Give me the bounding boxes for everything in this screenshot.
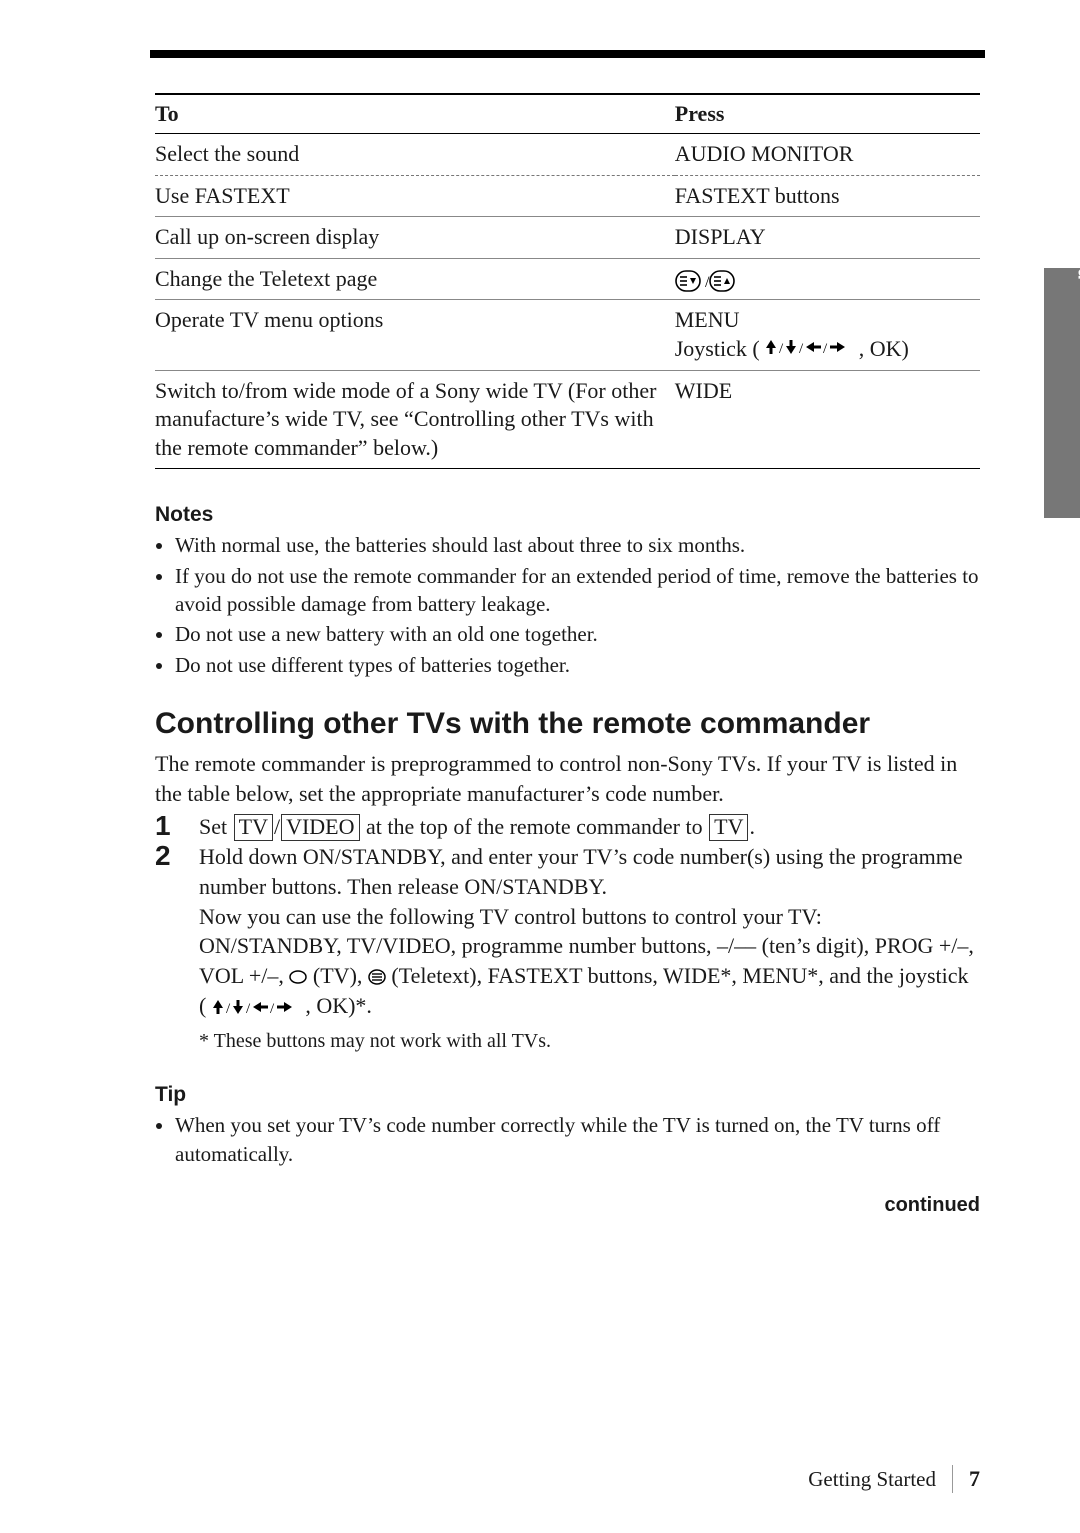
tip-block: Tip When you set your TV’s code number c…: [155, 1083, 980, 1168]
table-row: Call up on-screen display DISPLAY: [155, 217, 980, 259]
page-footer: Getting Started 7: [808, 1465, 980, 1493]
svg-text:/: /: [823, 341, 828, 356]
boxed-tv: TV: [709, 814, 748, 840]
side-tab-bg: [1044, 268, 1080, 518]
joystick-arrows-icon: / / /: [206, 993, 305, 1018]
section-heading: Controlling other TVs with the remote co…: [155, 707, 980, 741]
table-cell-to: Change the Teletext page: [155, 258, 675, 300]
svg-text:/: /: [270, 1001, 275, 1016]
table-row: Switch to/from wide mode of a Sony wide …: [155, 370, 980, 469]
step2-suffix: , OK)*.: [305, 993, 372, 1018]
step-body: Hold down ON/STANDBY, and enter your TV’…: [199, 842, 980, 1020]
step-number: 1: [155, 812, 199, 840]
list-item: If you do not use the remote commander f…: [175, 562, 980, 619]
table-cell-to: Operate TV menu options: [155, 300, 675, 370]
side-tab-label: Getting Started: [1072, 136, 1080, 280]
step-number: 2: [155, 842, 199, 870]
notes-heading: Notes: [155, 503, 980, 527]
section-intro: The remote commander is preprogrammed to…: [155, 749, 980, 808]
step1-mid1: /: [274, 814, 280, 839]
table-cell-press: /: [675, 258, 980, 300]
list-item: With normal use, the batteries should la…: [175, 531, 980, 559]
manual-page: To Press Select the sound AUDIO MONITOR …: [0, 0, 1080, 1533]
table-header-press: Press: [675, 94, 980, 134]
list-item: Do not use a new battery with an old one…: [175, 620, 980, 648]
table-cell-to: Select the sound: [155, 134, 675, 176]
svg-text:/: /: [799, 341, 804, 356]
footer-section: Getting Started: [808, 1467, 936, 1492]
svg-text:/: /: [226, 1001, 231, 1016]
function-table: To Press Select the sound AUDIO MONITOR …: [155, 93, 980, 469]
table-cell-press: WIDE: [675, 370, 980, 469]
boxed-tv: TV: [234, 814, 273, 840]
notes-list: With normal use, the batteries should la…: [155, 531, 980, 679]
step2-line1: Hold down ON/STANDBY, and enter your TV’…: [199, 844, 963, 899]
joystick-arrows-icon: / / /: [765, 336, 859, 361]
press-menu-label: MENU: [675, 307, 740, 332]
table-row: Change the Teletext page /: [155, 258, 980, 300]
table-cell-press: AUDIO MONITOR: [675, 134, 980, 176]
table-cell-press: FASTEXT buttons: [675, 175, 980, 217]
tip-heading: Tip: [155, 1083, 980, 1107]
step2-line2: Now you can use the following TV control…: [199, 904, 822, 929]
step1-mid2: at the top of the remote commander to: [361, 814, 709, 839]
table-row: Operate TV menu options MENU Joystick ( …: [155, 300, 980, 370]
table-cell-to: Use FASTEXT: [155, 175, 675, 217]
list-item: Do not use different types of batteries …: [175, 651, 980, 679]
continued-label: continued: [155, 1194, 980, 1217]
table-row: Use FASTEXT FASTEXT buttons: [155, 175, 980, 217]
svg-text:/: /: [779, 341, 784, 356]
table-header-to: To: [155, 94, 675, 134]
boxed-video: VIDEO: [281, 814, 359, 840]
step-row: 1 Set TV/VIDEO at the top of the remote …: [155, 812, 980, 842]
teletext-icon: [368, 963, 392, 988]
joystick-prefix: Joystick (: [675, 336, 760, 361]
tip-list: When you set your TV’s code number corre…: [155, 1111, 980, 1168]
svg-text:/: /: [246, 1001, 251, 1016]
table-cell-to: Switch to/from wide mode of a Sony wide …: [155, 370, 675, 469]
table-cell-press: MENU Joystick ( / / /: [675, 300, 980, 370]
step1-pre: Set: [199, 814, 233, 839]
table-cell-to: Call up on-screen display: [155, 217, 675, 259]
top-rule: [150, 50, 985, 58]
step2-mid1: (TV),: [313, 963, 368, 988]
table-cell-press: DISPLAY: [675, 217, 980, 259]
power-circle-icon: [289, 963, 313, 988]
footer-separator: [952, 1465, 953, 1493]
step1-post: .: [749, 814, 755, 839]
joystick-suffix: , OK): [859, 336, 909, 361]
table-row: Select the sound AUDIO MONITOR: [155, 134, 980, 176]
list-item: When you set your TV’s code number corre…: [175, 1111, 980, 1168]
notes-block: Notes With normal use, the batteries sho…: [155, 503, 980, 679]
step-body: Set TV/VIDEO at the top of the remote co…: [199, 812, 980, 842]
step-footnote: * These buttons may not work with all TV…: [199, 1030, 980, 1053]
teletext-page-up-down-icon: /: [675, 266, 735, 291]
svg-text:/: /: [705, 274, 710, 291]
step-row: 2 Hold down ON/STANDBY, and enter your T…: [155, 842, 980, 1020]
steps-block: 1 Set TV/VIDEO at the top of the remote …: [155, 812, 980, 1053]
footer-page-number: 7: [969, 1466, 980, 1492]
